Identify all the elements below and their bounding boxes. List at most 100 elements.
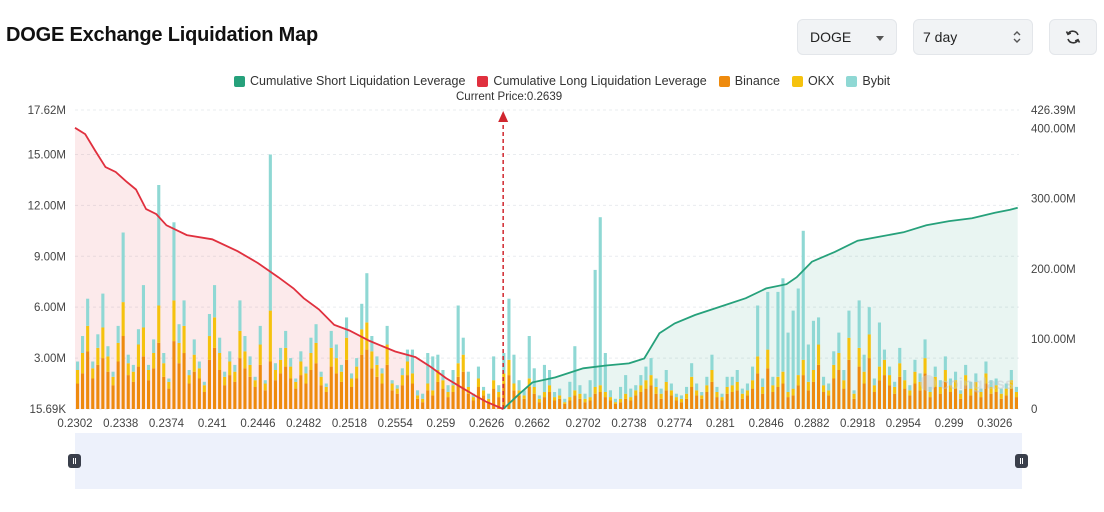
bar-okx (629, 397, 633, 401)
bar-bybit (542, 364, 546, 393)
legend-swatch-okx (791, 75, 803, 87)
legend-item-long[interactable]: Cumulative Long Liquidation Leverage (477, 74, 707, 88)
bar-binance (593, 393, 597, 409)
bar-bybit (1014, 386, 1018, 392)
bar-okx (96, 347, 100, 365)
bar-binance (943, 381, 947, 409)
zoom-slider-track[interactable] (75, 433, 1022, 489)
bar-okx (811, 370, 815, 382)
bar-binance (588, 400, 592, 409)
bar-okx (817, 344, 821, 365)
x-tick-label: 0.2554 (378, 418, 414, 430)
coinglass-watermark: coinglass (920, 375, 1014, 393)
bar-binance (735, 390, 739, 409)
bar-binance (548, 392, 552, 409)
bar-okx (334, 358, 338, 374)
bar-okx (279, 359, 283, 374)
bar-binance (613, 403, 617, 409)
bar-binance (527, 386, 531, 409)
bar-okx (796, 375, 800, 386)
symbol-select[interactable]: DOGE (797, 19, 897, 55)
bar-okx (431, 390, 435, 396)
bar-binance (624, 398, 628, 409)
bar-binance (1004, 395, 1008, 409)
zoom-slider-left-handle[interactable] (68, 454, 81, 468)
bar-okx (893, 386, 897, 394)
bar-okx (345, 337, 349, 360)
bar-bybit (634, 385, 638, 391)
bar-okx (238, 330, 242, 359)
bar-binance (725, 393, 729, 409)
bar-okx (776, 376, 780, 387)
x-tick-label: 0.2774 (657, 418, 693, 430)
bar-okx (456, 363, 460, 377)
bar-binance (492, 388, 496, 409)
bar-bybit (497, 385, 501, 392)
bar-okx (583, 398, 587, 403)
bar-bybit (877, 322, 881, 367)
x-tick-label: 0.2338 (103, 418, 138, 430)
bar-binance (86, 351, 90, 409)
bar-bybit (426, 353, 430, 384)
bar-binance (416, 398, 420, 409)
bar-okx (639, 385, 643, 392)
bar-okx (273, 370, 277, 381)
x-tick-label: 0.2702 (566, 418, 601, 430)
bar-binance (405, 375, 409, 409)
bar-bybit (370, 336, 374, 352)
legend-swatch-long (477, 75, 489, 87)
bar-binance (375, 376, 379, 409)
bar-okx (482, 390, 486, 396)
bar-binance (832, 378, 836, 409)
bar-binance (461, 371, 465, 409)
bar-binance (984, 383, 988, 409)
bar-binance (213, 347, 217, 409)
bar-binance (157, 342, 161, 409)
bar-bybit (705, 376, 709, 386)
x-tick-label: 0.2954 (886, 418, 922, 430)
bar-okx (898, 363, 902, 377)
bar-binance (238, 358, 242, 409)
bar-binance (421, 402, 425, 409)
bar-binance (730, 392, 734, 409)
time-range-select[interactable]: 7 day (913, 19, 1033, 55)
bar-okx (319, 376, 323, 386)
bar-binance (390, 390, 394, 409)
legend-item-short[interactable]: Cumulative Short Liquidation Leverage (234, 74, 465, 88)
bar-binance (192, 371, 196, 409)
bar-binance (507, 375, 511, 409)
bar-binance (152, 368, 156, 409)
bar-okx (152, 353, 156, 369)
bar-bybit (578, 385, 582, 394)
bar-okx (207, 336, 211, 360)
bar-okx (903, 380, 907, 389)
legend-label-okx: OKX (807, 74, 835, 88)
bar-okx (243, 351, 247, 369)
bar-bybit (730, 376, 734, 386)
legend-item-bybit[interactable]: Bybit (846, 74, 890, 88)
bar-bybit (527, 336, 531, 379)
legend-item-okx[interactable]: OKX (791, 74, 835, 88)
zoom-slider-right-handle[interactable] (1015, 454, 1028, 468)
bar-binance (223, 385, 227, 409)
bar-bybit (923, 339, 927, 359)
bar-bybit (202, 381, 206, 386)
bar-bybit (522, 390, 526, 396)
bar-bybit (664, 370, 668, 382)
bar-okx (822, 385, 826, 392)
bar-okx (568, 397, 572, 401)
refresh-button[interactable] (1049, 19, 1097, 55)
legend-item-binance[interactable]: Binance (718, 74, 780, 88)
bar-bybit (228, 351, 232, 362)
bar-binance (279, 373, 283, 409)
bar-binance (837, 370, 841, 409)
legend-label-bybit: Bybit (862, 74, 891, 88)
bar-binance (542, 397, 546, 409)
bar-binance (426, 390, 430, 409)
bar-okx (740, 393, 744, 399)
bar-okx (172, 300, 176, 342)
bar-okx (116, 342, 120, 362)
bar-binance (695, 395, 699, 409)
bar-bybit (720, 393, 724, 398)
bar-binance (715, 397, 719, 409)
